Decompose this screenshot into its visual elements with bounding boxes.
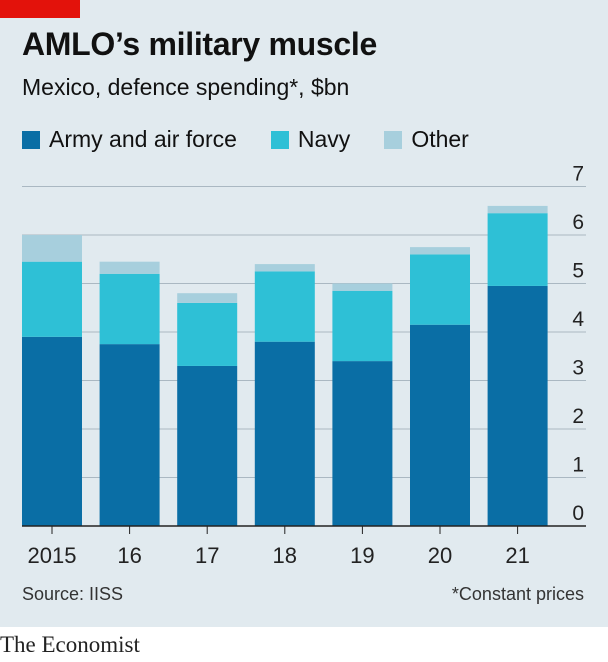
bar-segment-other <box>22 235 82 262</box>
legend-item-navy: Navy <box>270 126 351 153</box>
bar-segment-other <box>410 247 470 255</box>
bar-segment-navy <box>332 290 393 362</box>
bar-segment-other <box>487 205 548 214</box>
bar-segment-navy <box>410 254 470 325</box>
x-tick-label: 16 <box>117 543 141 568</box>
chart-title: AMLO’s military muscle <box>22 26 377 62</box>
chart-panel: AMLO’s military muscle Mexico, defence s… <box>0 0 608 627</box>
bar-segment-navy <box>254 271 315 342</box>
y-tick-label: 6 <box>572 211 584 234</box>
bar-segment-navy <box>177 302 238 366</box>
bar-segment-army <box>254 341 315 526</box>
y-tick-label: 1 <box>572 454 584 477</box>
bar-segment-army <box>177 365 238 526</box>
legend-swatch-army <box>22 130 40 149</box>
bar-segment-army <box>99 344 160 526</box>
legend-item-army: Army and air force <box>22 126 237 153</box>
legend-swatch-other <box>384 130 403 149</box>
x-tick-label: 21 <box>505 543 529 568</box>
bar-segment-navy <box>22 261 82 337</box>
bar-segment-army <box>410 324 470 526</box>
y-tick-label: 7 <box>572 163 584 186</box>
bar-segment-other <box>99 261 160 274</box>
chart-subtitle: Mexico, defence spending*, $bn <box>22 74 350 100</box>
x-tick-label: 2015 <box>28 543 77 568</box>
bar-chart: 0 1 2 3 4 5 6 7 2015 16 17 18 19 20 21 <box>22 163 586 568</box>
x-tick-label: 20 <box>428 543 452 568</box>
brand-wordmark: The Economist <box>0 632 140 657</box>
bar-segment-navy <box>99 273 160 345</box>
legend: Army and air force Navy Other <box>22 126 503 153</box>
legend-item-other: Other <box>384 126 469 153</box>
y-tick-label: 4 <box>572 308 584 331</box>
red-tag <box>0 0 80 18</box>
legend-label-navy: Navy <box>297 126 351 152</box>
price-note: *Constant prices <box>451 584 584 604</box>
legend-label-other: Other <box>411 126 469 152</box>
source-note: Source: IISS <box>22 584 124 604</box>
bar-segment-other <box>332 283 393 291</box>
x-tick-label: 18 <box>273 543 297 568</box>
y-tick-label: 2 <box>572 405 584 428</box>
y-tick-label: 0 <box>572 502 584 525</box>
legend-swatch-navy <box>270 130 289 149</box>
x-tick-label: 19 <box>350 543 374 568</box>
bar-segment-other <box>177 293 238 303</box>
bar-segment-other <box>254 264 315 272</box>
y-tick-label: 3 <box>572 357 584 380</box>
bar-segment-army <box>487 285 548 526</box>
legend-label-army: Army and air force <box>49 126 237 152</box>
bar-segment-army <box>332 361 393 526</box>
bar-segment-navy <box>487 213 548 286</box>
y-tick-label: 5 <box>572 260 584 283</box>
bar-segment-army <box>22 336 82 526</box>
x-tick-label: 17 <box>195 543 219 568</box>
